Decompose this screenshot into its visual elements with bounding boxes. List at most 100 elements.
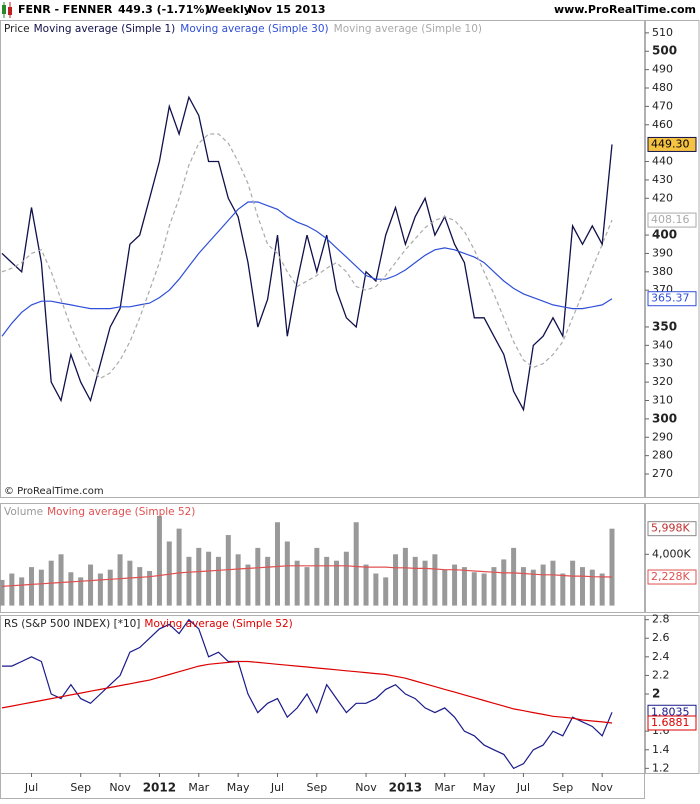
volume-bar [235,554,241,606]
volume-bar [9,573,15,606]
legend-entry: Moving average (Simple 1) [34,23,176,35]
volume-bar [215,556,221,606]
axis-frame [645,503,700,613]
y-tick-label: 2.6 [652,631,670,644]
y-tick-label: 2.8 [652,613,670,626]
y-tick-label: 2.4 [652,650,670,663]
last-value-box [647,136,697,152]
volume-bar [570,560,576,606]
y-tick-label: 440 [652,155,673,168]
volume-bar [19,577,25,606]
volume-bar [550,560,556,606]
x-tick-label: Sep [70,781,91,794]
y-tick-label: 310 [652,393,673,406]
last-value-box [647,569,697,585]
volume-bar [481,573,487,606]
last-value-box [647,291,697,307]
last-value-label: 2,228K [651,570,690,583]
series-line [1,95,613,412]
volume-bar [422,560,428,606]
volume-bar [0,579,5,606]
volume-bar [38,569,44,606]
panel-frame [0,20,645,498]
volume-bar [442,569,448,606]
volume-bar [186,556,192,606]
last-value-label: 1.6881 [651,716,690,729]
legend-entry: Moving average (Simple 30) [180,23,328,35]
volume-bar [324,556,330,606]
y-tick-label: 4,000K [652,547,691,560]
symbol: FENR - FENNER [18,3,113,16]
volume-bar [540,564,546,606]
volume-bar [255,547,261,606]
x-tick-label: Jul [516,781,530,794]
y-tick-label: 390 [652,246,673,259]
y-tick-label: 500 [652,44,677,58]
x-tick-label: Nov [591,781,613,794]
x-axis-strip [0,773,645,799]
volume-bar [58,554,64,606]
x-tick-label: Mar [434,781,455,794]
volume-bar [137,567,143,606]
series-line [2,618,613,770]
last-value-label: 1.8035 [651,705,690,718]
volume-bar [353,522,359,606]
volume-bar [520,567,526,606]
y-tick-label: 380 [652,265,673,278]
y-tick-label: 320 [652,375,673,388]
axis-frame [645,20,700,498]
y-tick-label: 430 [652,173,673,186]
y-tick-label: 290 [652,430,673,443]
x-tick-label: Sep [306,781,327,794]
y-tick-label: 510 [652,26,673,39]
volume-bar [461,567,467,606]
volume-bar [107,569,113,606]
volume-bar [88,564,94,606]
site: www.ProRealTime.com [554,3,696,16]
y-tick-label: 2 [652,687,660,701]
x-tick-label: Jul [24,781,38,794]
volume-bar [274,522,280,606]
y-tick-label: 280 [652,449,673,462]
legend-entry: Moving average (Simple 52) [47,506,195,518]
volume-bar [147,570,153,606]
volume-bar [176,528,182,606]
y-tick-label: 270 [652,467,673,480]
volume-bar [245,564,251,606]
series-line [1,565,613,587]
x-tick-label: 2012 [143,781,176,795]
volume-bar [579,567,585,606]
last-value-label: 408.16 [651,213,690,226]
volume-bar [284,541,290,606]
x-tick-label: Nov [355,781,377,794]
y-tick-label: 1.2 [652,761,670,774]
copyright: © ProRealTime.com [4,486,104,497]
volume-bar [314,547,320,606]
date: Nov 15 2013 [248,3,326,16]
series-line [1,201,613,337]
volume-bar [29,567,35,606]
last-value-label: 365.37 [651,292,690,305]
volume-bar [589,569,595,606]
volume-bar [127,560,133,606]
y-tick-label: 330 [652,357,673,370]
volume-bar [383,577,389,606]
legend-label: RS (S&P 500 INDEX) [*10] [4,618,140,630]
volume-bar [343,551,349,606]
last-value-label: 5,998K [651,522,690,535]
last-value-box [647,715,697,731]
panel-frame [0,503,645,613]
x-tick-label: May [227,781,250,794]
volume-bar [402,547,408,606]
volume-bar [294,560,300,606]
last-value-box [647,521,697,537]
x-tick-label: Jul [270,781,284,794]
x-tick-label: Mar [188,781,209,794]
volume-bar [225,535,231,606]
series-line [1,133,613,380]
volume-bar [304,567,310,606]
volume-bar [334,560,340,606]
volume-bar [491,567,497,606]
volume-bar [265,556,271,606]
